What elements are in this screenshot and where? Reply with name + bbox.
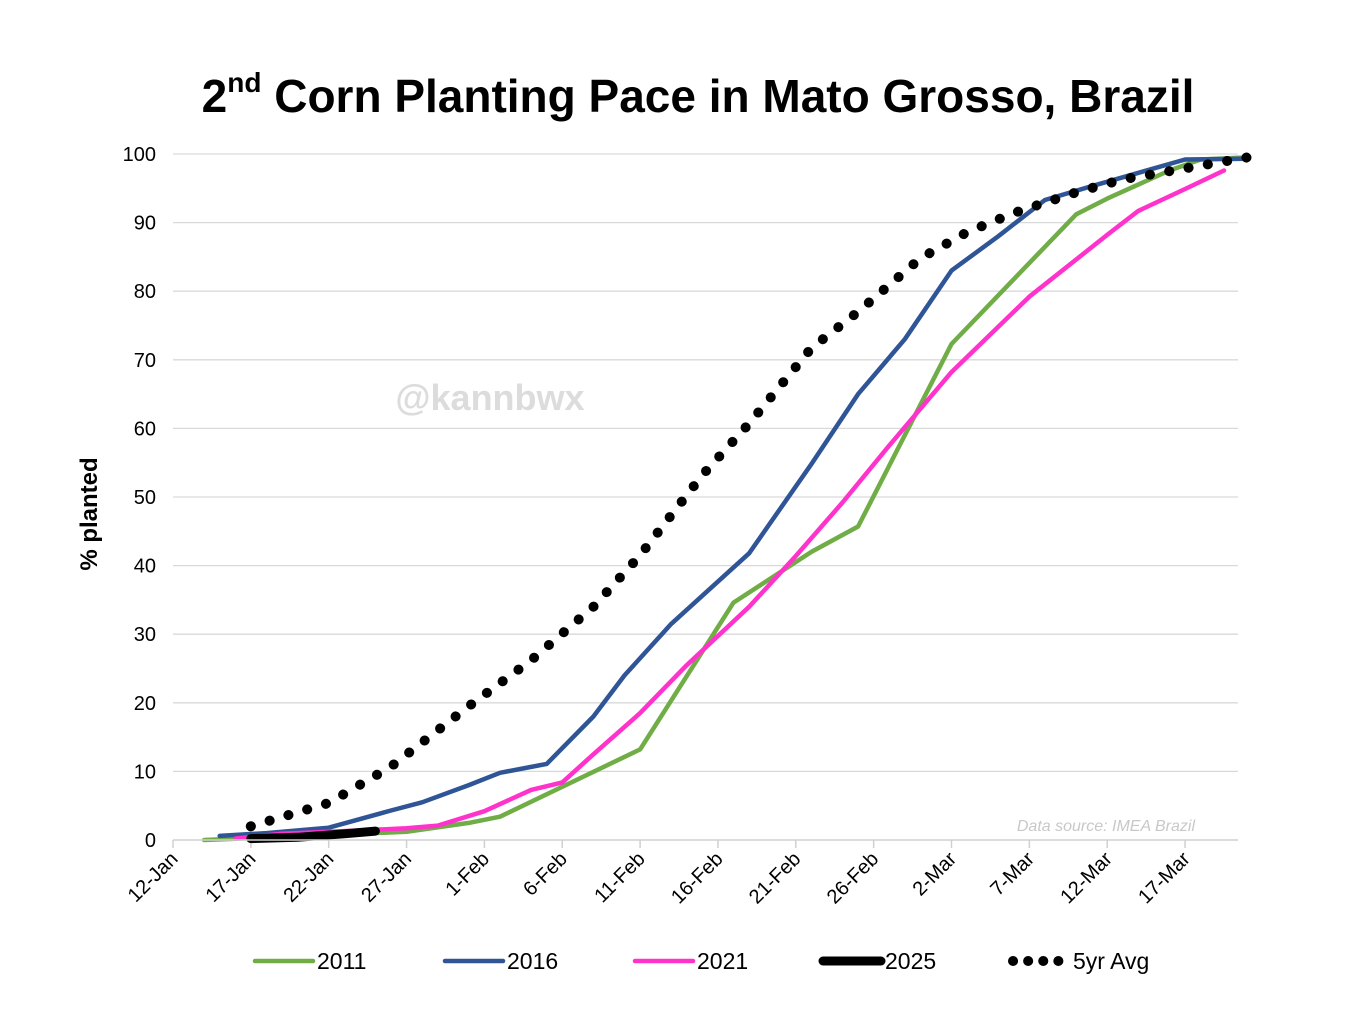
y-tick-label: 50 [134, 487, 156, 509]
x-tick-label: 21-Feb [745, 848, 805, 908]
x-tick-label: 6-Feb [519, 848, 572, 901]
x-axis-ticks: 12-Jan 17-Jan 22-Jan 27-Jan 1-Feb 6-Feb 11-Feb… [124, 840, 1195, 908]
legend-label: 2016 [507, 948, 558, 974]
series-line-2021 [233, 168, 1227, 841]
chart-title-main: 2 [202, 70, 228, 122]
y-tick-label: 0 [145, 830, 156, 852]
series-line-2011 [201, 155, 1250, 843]
x-tick-label: 17-Mar [1134, 848, 1195, 909]
y-tick-label: 40 [134, 556, 156, 578]
y-tick-label: 20 [134, 693, 156, 715]
x-tick-label: 26-Feb [823, 848, 883, 908]
series-lines [201, 152, 1253, 844]
legend-label: 5yr Avg [1073, 948, 1149, 974]
x-tick-label: 27-Jan [357, 848, 416, 907]
y-tick-label: 80 [134, 281, 156, 303]
watermark-text: @kannbwx [395, 377, 584, 418]
y-axis-ticks: 0 10 20 30 40 50 60 70 80 90 100 [123, 144, 156, 852]
y-axis-label: % planted [76, 457, 103, 570]
y-tick-label: 70 [134, 350, 156, 372]
x-tick-label: 17-Jan [202, 848, 261, 907]
x-tick-label: 11-Feb [590, 848, 649, 907]
gridlines [173, 153, 1238, 773]
x-tick-label: 7-Mar [986, 848, 1039, 901]
y-tick-label: 30 [134, 624, 156, 646]
chart-title: 2nd Corn Planting Pace in Mato Grosso, B… [202, 67, 1195, 122]
x-tick-label: 22-Jan [279, 848, 338, 907]
series-line-2016 [217, 156, 1250, 839]
x-tick-label: 16-Feb [667, 848, 727, 908]
x-tick-label: 12-Mar [1056, 848, 1117, 909]
series-line-5yr-avg [245, 152, 1253, 832]
legend-label: 2021 [697, 948, 748, 974]
y-tick-label: 90 [134, 213, 156, 235]
legend-label: 2011 [317, 948, 366, 974]
x-tick-label: 1-Feb [441, 848, 494, 901]
series-line-2025 [246, 826, 380, 844]
x-tick-label: 2-Mar [909, 848, 962, 901]
x-tick-label: 12-Jan [124, 848, 183, 907]
y-tick-label: 10 [134, 761, 156, 783]
chart-title-sup: nd [227, 67, 261, 98]
source-note: Data source: IMEA Brazil [1017, 818, 1196, 835]
chart-title-rest: Corn Planting Pace in Mato Grosso, Brazi… [261, 70, 1194, 122]
y-tick-label: 100 [123, 144, 156, 166]
y-tick-label: 60 [134, 418, 156, 440]
legend: 2011 2016 2021 2025 5yr Avg [252, 948, 1149, 974]
legend-label: 2025 [885, 948, 936, 974]
